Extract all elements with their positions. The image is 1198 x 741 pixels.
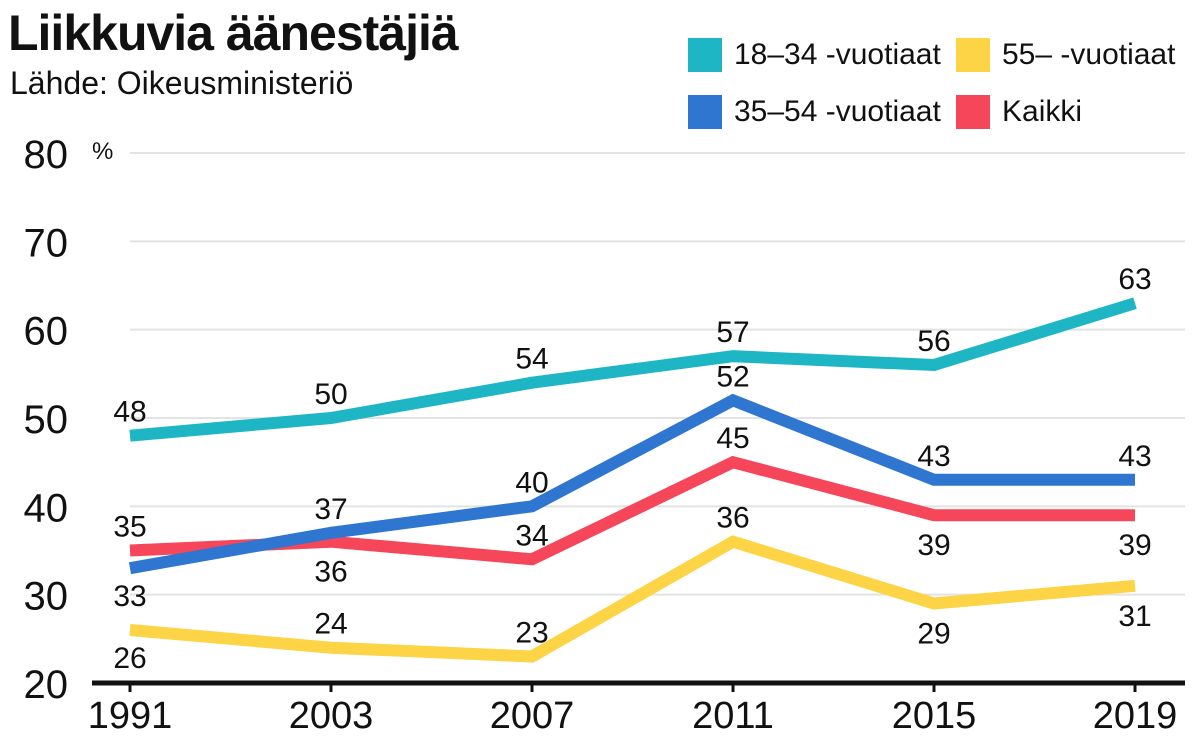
data-label-kaikki-2003: 36 xyxy=(314,556,347,589)
chart-subtitle: Lähde: Oikeusministeriö xyxy=(10,65,354,101)
legend-swatch-18-34 xyxy=(688,38,722,72)
data-label-18-34-2007: 54 xyxy=(515,343,548,376)
legend-item-kaikki: Kaikki xyxy=(956,95,1082,129)
y-tick-label-80: 80 xyxy=(24,133,69,177)
data-label-35-54-2015: 43 xyxy=(917,440,950,473)
legend: 18–34 -vuotiaat 55– -vuotiaat 35–54 -vuo… xyxy=(688,38,1188,138)
data-label-kaikki-2015: 39 xyxy=(917,529,950,562)
x-tick-label-1991: 1991 xyxy=(88,695,173,737)
legend-label-kaikki: Kaikki xyxy=(1002,95,1083,128)
y-unit-label: % xyxy=(92,138,113,165)
chart-title: Liikkuvia äänestäjiä xyxy=(8,5,459,61)
x-tick-label-2019: 2019 xyxy=(1093,695,1178,737)
series-line-55 xyxy=(129,535,1136,663)
data-label-kaikki-1991: 35 xyxy=(113,511,146,544)
data-label-35-54-2011: 52 xyxy=(716,360,749,393)
data-label-55-2015: 29 xyxy=(917,618,950,651)
data-label-18-34-2011: 57 xyxy=(716,316,749,349)
y-tick-label-70: 70 xyxy=(24,221,69,265)
legend-item-55: 55– -vuotiaat xyxy=(956,38,1175,72)
x-tick-label-2003: 2003 xyxy=(289,695,374,737)
data-label-55-2007: 23 xyxy=(515,617,548,650)
series-line-35-54 xyxy=(128,393,1135,575)
legend-swatch-35-54 xyxy=(688,95,722,129)
x-tick-label-2007: 2007 xyxy=(490,695,575,737)
data-label-55-2003: 24 xyxy=(314,608,347,641)
data-label-55-1991: 26 xyxy=(113,642,146,675)
legend-item-18-34: 18–34 -vuotiaat xyxy=(688,38,941,72)
y-tick-label-30: 30 xyxy=(24,575,69,619)
data-label-kaikki-2011: 45 xyxy=(716,422,749,455)
legend-swatch-kaikki xyxy=(956,95,990,129)
legend-label-55: 55– -vuotiaat xyxy=(1002,38,1176,71)
y-tick-label-50: 50 xyxy=(24,398,69,442)
data-label-55-2019: 31 xyxy=(1118,600,1151,633)
data-label-35-54-2003: 37 xyxy=(314,493,347,526)
legend-label-35-54: 35–54 -vuotiaat xyxy=(734,95,941,128)
series-line-18-34 xyxy=(129,297,1137,442)
data-label-18-34-1991: 48 xyxy=(113,396,146,429)
y-tick-label-60: 60 xyxy=(24,310,69,354)
data-label-55-2011: 36 xyxy=(716,502,749,535)
legend-label-18-34: 18–34 -vuotiaat xyxy=(734,38,941,71)
data-label-35-54-2019: 43 xyxy=(1118,440,1151,473)
legend-item-35-54: 35–54 -vuotiaat xyxy=(688,95,941,129)
data-label-18-34-2019: 63 xyxy=(1118,263,1151,296)
data-label-18-34-2003: 50 xyxy=(314,378,347,411)
x-tick-label-2015: 2015 xyxy=(892,695,977,737)
legend-swatch-55 xyxy=(956,38,990,72)
data-label-35-54-2007: 40 xyxy=(515,466,548,499)
data-label-kaikki-2007: 34 xyxy=(515,519,548,552)
x-tick-label-2011: 2011 xyxy=(692,695,774,737)
data-label-kaikki-2019: 39 xyxy=(1118,529,1151,562)
y-tick-label-20: 20 xyxy=(24,663,69,707)
data-label-18-34-2015: 56 xyxy=(917,325,950,358)
data-label-35-54-1991: 33 xyxy=(113,580,146,613)
y-tick-label-40: 40 xyxy=(24,486,69,530)
